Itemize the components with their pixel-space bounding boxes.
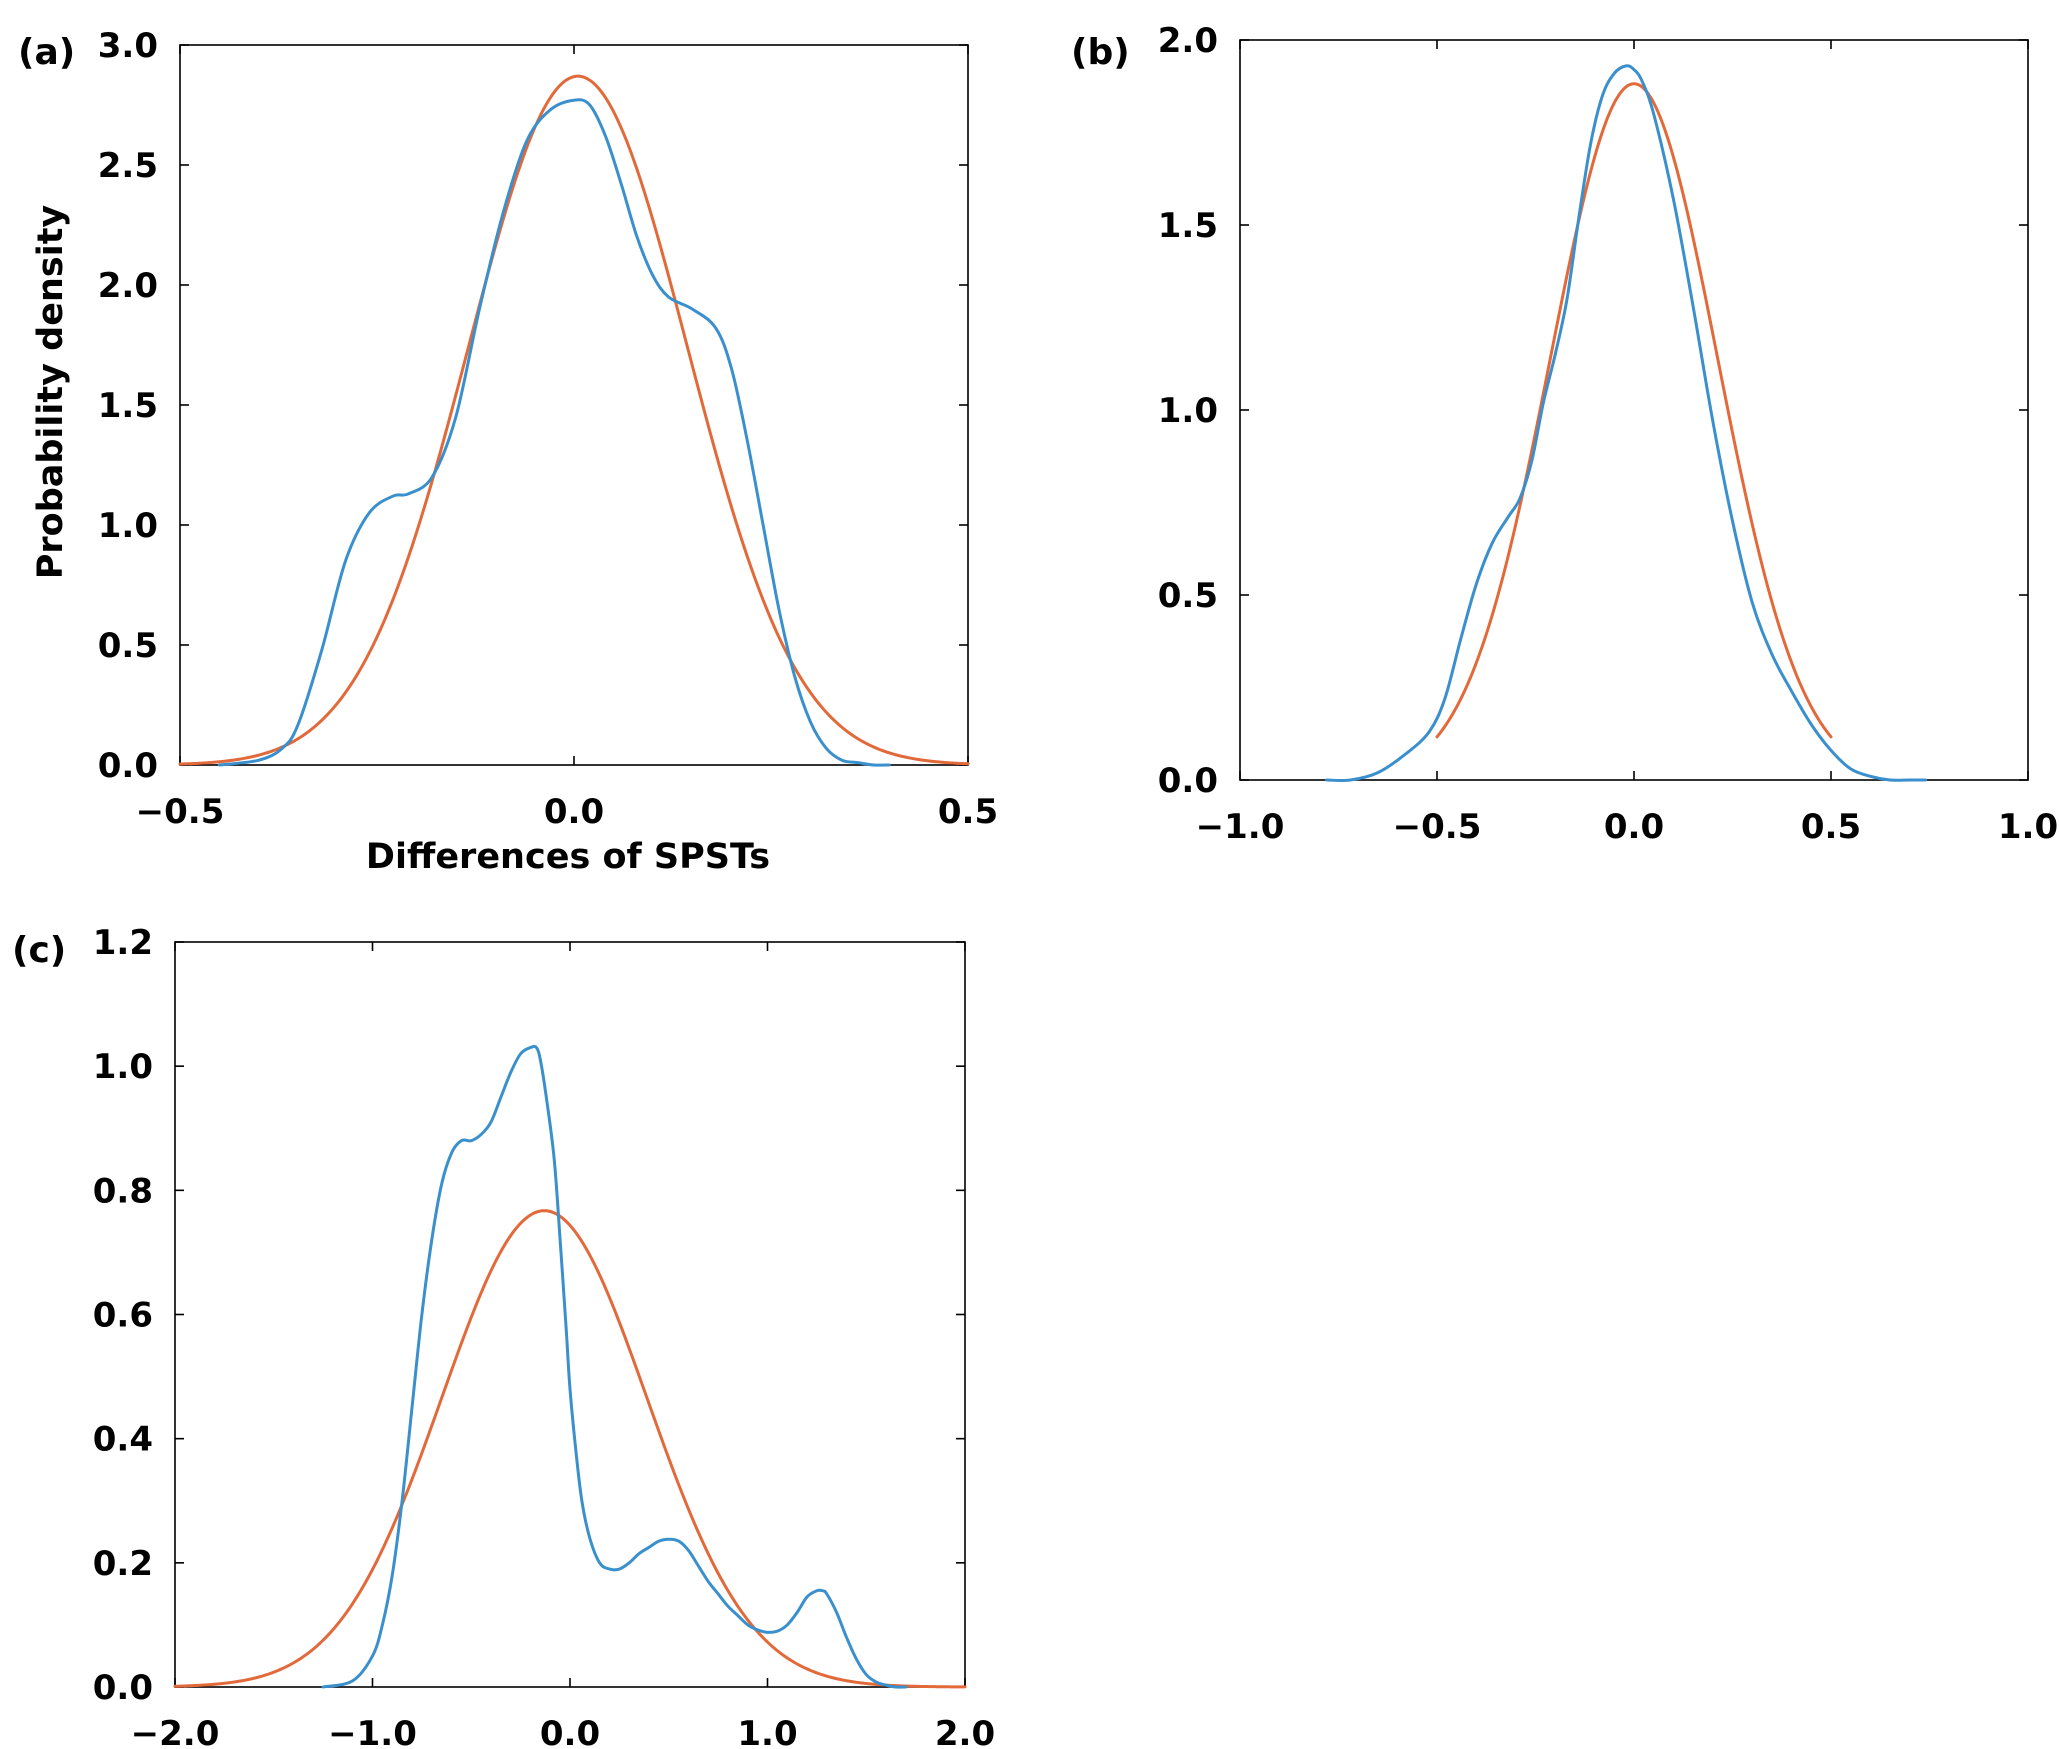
panel-b: (b) 0.0 0.5 1.0 1.5 2.0 −1.0 −0.5 0.0 0.5 1.0 xyxy=(1071,21,2058,847)
xtick-labels-c: −2.0 −1.0 0.0 1.0 2.0 xyxy=(131,1714,995,1749)
xtick-label: −0.5 xyxy=(136,792,225,832)
ytick-label: 0.5 xyxy=(98,626,158,666)
panel-a: (a) 0.0 0.5 1.0 1.5 2.0 2.5 3.0 −0.5 0.0 0.5 Dif… xyxy=(18,26,998,877)
ytick-label: 0.0 xyxy=(1158,761,1218,801)
ytick-label: 1.0 xyxy=(98,506,158,546)
xtick-label: −2.0 xyxy=(131,1714,220,1749)
ytick-label: 0.6 xyxy=(93,1296,153,1336)
normal-fit-curve-c xyxy=(173,1209,967,1689)
ytick-label: 1.0 xyxy=(1158,391,1218,431)
xtick-labels-b: −1.0 −0.5 0.0 0.5 1.0 xyxy=(1196,807,2058,847)
ytick-label: 1.0 xyxy=(93,1047,153,1087)
kde-curve-c xyxy=(321,1044,908,1689)
xtick-label: 1.0 xyxy=(1998,807,2058,847)
ytick-labels-c: 0.0 0.2 0.4 0.6 0.8 1.0 1.2 xyxy=(93,923,153,1708)
panel-label-a: (a) xyxy=(18,32,75,73)
xtick-label: 0.0 xyxy=(544,792,604,832)
ytick-label: 0.8 xyxy=(93,1171,153,1211)
panel-label-b: (b) xyxy=(1071,32,1130,73)
ytick-label: 1.5 xyxy=(1158,206,1218,246)
xtick-label: 2.0 xyxy=(935,1714,995,1749)
xtick-label: −0.5 xyxy=(1393,807,1482,847)
xtick-label: 1.0 xyxy=(737,1714,797,1749)
plot-frame-a xyxy=(179,44,969,766)
ytick-label: 2.5 xyxy=(98,146,158,186)
kde-curve-a xyxy=(217,98,891,767)
x-axis-label-a: Differences of SPSTs xyxy=(366,837,770,877)
normal-fit-curve-a xyxy=(178,74,970,766)
kde-curve-b xyxy=(1325,64,1928,783)
ytick-label: 1.2 xyxy=(93,923,153,963)
ytick-label: 3.0 xyxy=(98,26,158,66)
ytick-label: 1.5 xyxy=(98,386,158,426)
tick-group-a xyxy=(179,44,969,766)
tick-group-b xyxy=(1239,39,2029,781)
panel-c: (c) 0.0 0.2 0.4 0.6 0.8 1.0 1.2 −2.0 −1.0 0.0 1.0… xyxy=(12,923,995,1749)
ytick-label: 0.2 xyxy=(93,1544,153,1584)
ytick-label: 2.0 xyxy=(1158,21,1218,61)
plot-frame-c xyxy=(174,941,966,1688)
ytick-labels-a: 0.0 0.5 1.0 1.5 2.0 2.5 3.0 xyxy=(98,26,158,786)
ytick-labels-b: 0.0 0.5 1.0 1.5 2.0 xyxy=(1158,21,1218,801)
ytick-label: 0.4 xyxy=(93,1420,153,1460)
ytick-label: 2.0 xyxy=(98,266,158,306)
xtick-label: −1.0 xyxy=(1196,807,1285,847)
tick-group-c xyxy=(174,941,966,1688)
xtick-labels-a: −0.5 0.0 0.5 xyxy=(136,792,998,832)
ytick-label: 0.5 xyxy=(1158,576,1218,616)
normal-fit-curve-b xyxy=(1435,82,1833,739)
xtick-label: −1.0 xyxy=(328,1714,417,1749)
plot-frame-b xyxy=(1239,39,2029,781)
xtick-label: 0.5 xyxy=(938,792,998,832)
ytick-label: 0.0 xyxy=(98,746,158,786)
xtick-label: 0.0 xyxy=(1604,807,1664,847)
xtick-label: 0.0 xyxy=(540,1714,600,1749)
y-axis-label-a: Probability density xyxy=(31,205,71,580)
ytick-label: 0.0 xyxy=(93,1668,153,1708)
xtick-label: 0.5 xyxy=(1801,807,1861,847)
panel-label-c: (c) xyxy=(12,930,66,971)
